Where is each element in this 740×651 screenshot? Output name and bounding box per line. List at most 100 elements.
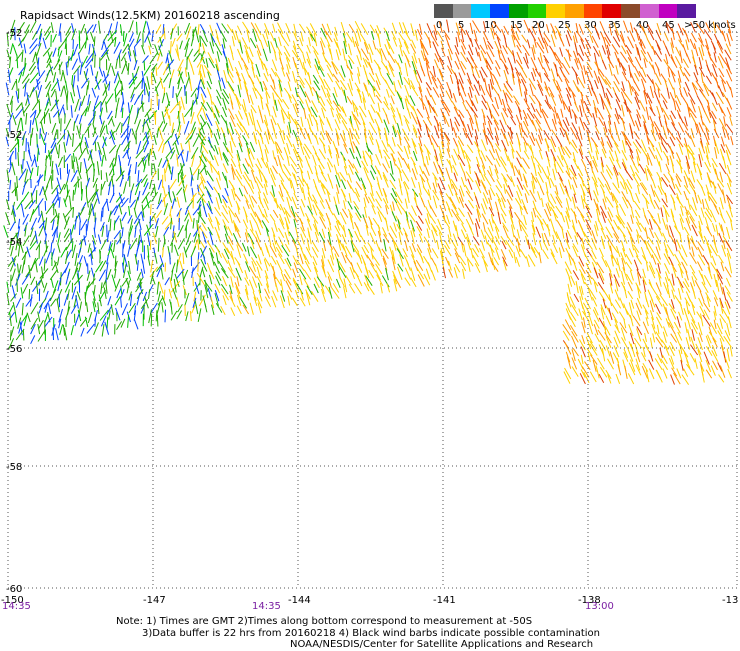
wind-barb [540,72,542,82]
wind-barb [230,296,235,307]
wind-barb [80,162,81,173]
wind-barb [102,137,106,148]
wind-barb [309,232,311,245]
wind-barb [629,248,633,257]
wind-barb [346,275,352,285]
wind-barb [396,192,403,204]
wind-barb [92,204,94,216]
wind-barb [355,21,361,33]
wind-barb [58,232,60,243]
wind-barb [620,298,624,309]
wind-barb [463,269,465,279]
wind-barb [365,71,369,85]
wind-barb [466,257,473,267]
wind-barb [166,148,174,158]
wind-barb [129,206,130,216]
wind-barb [495,97,499,109]
wind-barb [415,30,417,41]
wind-barb [719,85,724,97]
wind-barb [300,85,306,97]
wind-barb [725,358,729,369]
wind-barb [567,357,570,369]
wind-barb [270,214,275,222]
wind-barb [678,288,681,300]
wind-barb [446,168,450,181]
wind-barb [481,85,485,95]
wind-barb [730,263,732,273]
wind-barb [136,245,139,258]
wind-barb [327,65,333,77]
wind-barb [468,212,474,225]
wind-barb [423,171,428,180]
wind-barb [516,257,519,267]
wind-barb [615,300,620,309]
wind-barb [715,147,717,159]
wind-barb [115,279,120,292]
wind-barb [91,32,95,42]
wind-barb [626,45,632,54]
wind-barb [407,219,410,229]
wind-barb [7,282,9,293]
wind-barb [64,142,66,153]
wind-barb [376,199,382,208]
wind-barb [295,290,298,299]
wind-barb [76,295,79,308]
wind-barb [539,150,542,159]
wind-barb [316,173,319,183]
wind-barb [206,58,208,67]
wind-barb [223,276,227,286]
wind-barb [678,131,681,140]
wind-barb [217,37,221,46]
wind-barb [463,102,467,111]
wind-barb [367,146,373,154]
wind-barb [200,241,205,249]
wind-barb [364,207,366,218]
wind-barb [476,223,479,237]
wind-barb [12,269,16,281]
wind-barb [630,115,634,126]
wind-barb [637,285,640,298]
wind-barb [51,100,59,111]
wind-barb [244,186,248,195]
wind-barb [214,262,219,273]
wind-barb [590,142,592,152]
wind-barb [539,252,541,263]
wind-barb [285,269,291,279]
wind-barb [614,220,619,230]
wind-barb [642,67,646,77]
wind-barb [461,148,464,159]
wind-barb [662,108,669,120]
wind-barb [544,33,550,43]
wind-barb [21,287,23,298]
wind-barb [536,227,541,238]
wind-barb [314,81,320,91]
wind-barb [198,239,199,250]
wind-barb [89,44,90,55]
wind-barb [170,24,176,35]
wind-barb [368,197,374,208]
wind-barb [138,170,139,182]
wind-barb [691,22,696,32]
wind-barb [728,317,731,329]
wind-barb [283,130,285,140]
wind-barb [215,145,218,155]
wind-barb [122,61,127,74]
wind-barb [580,225,585,237]
wind-barb [51,299,56,306]
wind-barb [378,112,382,123]
wind-barb [665,33,669,42]
wind-barb [18,264,19,273]
wind-barb [681,245,687,257]
wind-barb [99,21,101,34]
wind-barb [533,208,536,217]
wind-barb [620,52,627,63]
wind-barb [112,66,115,76]
wind-barb [297,260,305,271]
wind-barb [170,253,171,265]
wind-barb [180,41,183,50]
wind-barb [103,207,104,217]
wind-barb [432,270,436,280]
wind-barb [135,197,138,210]
wind-barb [686,337,690,349]
wind-barb [646,165,652,176]
